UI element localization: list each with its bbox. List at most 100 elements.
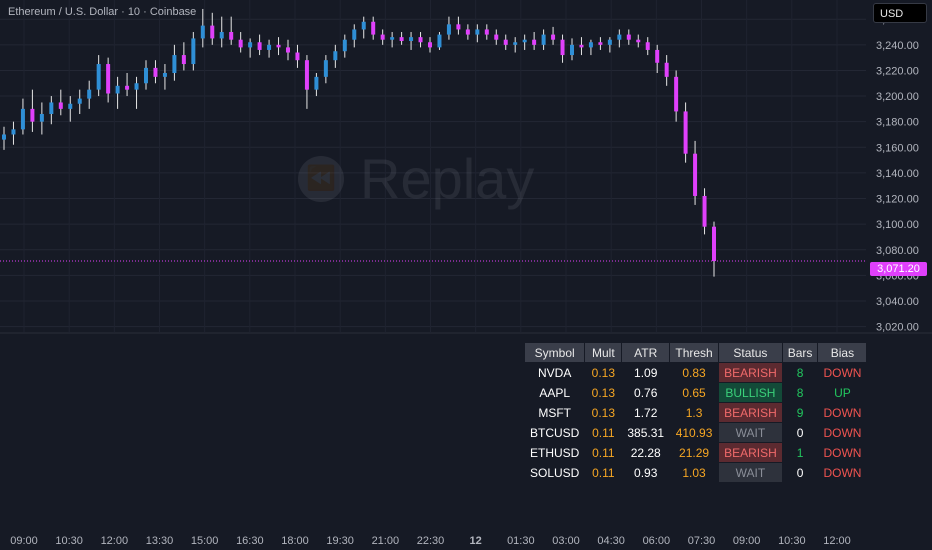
table-row: NVDA 0.13 1.09 0.83 BEARISH 8 DOWN	[523, 362, 868, 383]
cell-status: WAIT	[718, 422, 783, 443]
candle-body	[702, 195, 707, 227]
candle-body	[465, 29, 470, 35]
x-tick-label: 12:00	[101, 535, 129, 547]
y-tick-label: 3,100.00	[876, 219, 919, 231]
y-tick-label: 3,180.00	[876, 117, 919, 129]
candle-body	[664, 62, 669, 77]
candle-body	[87, 89, 92, 99]
cell-thresh: 1.3	[669, 402, 720, 423]
cell-bias: UP	[817, 382, 868, 403]
x-tick-label: 03:00	[552, 535, 580, 547]
cell-atr: 0.93	[621, 462, 671, 483]
cell-symbol: AAPL	[523, 382, 586, 403]
candle-body	[77, 98, 82, 104]
candle-body	[2, 134, 6, 140]
candle-body	[437, 34, 442, 48]
y-tick-label: 3,160.00	[876, 142, 919, 154]
candle-body	[257, 42, 262, 50]
x-tick-label: 06:00	[643, 535, 671, 547]
cell-atr: 22.28	[621, 442, 671, 463]
cell-bars: 0	[781, 422, 819, 443]
candle-body	[636, 39, 641, 43]
cell-bias: DOWN	[817, 442, 868, 463]
candle-body	[172, 55, 177, 74]
cell-mult: 0.13	[584, 382, 623, 403]
candle-body	[693, 153, 698, 196]
cell-thresh: 21.29	[669, 442, 720, 463]
candle-body	[295, 52, 300, 61]
x-tick-label: 16:30	[236, 535, 264, 547]
candle-body	[115, 85, 120, 94]
candle-body	[683, 111, 688, 154]
candle-body	[598, 42, 603, 45]
candle-body	[304, 60, 309, 90]
candle-body	[200, 25, 205, 39]
candle-body	[267, 44, 272, 50]
cell-bias: DOWN	[817, 422, 868, 443]
cell-bars: 0	[781, 462, 819, 483]
cell-symbol: ETHUSD	[523, 442, 586, 463]
candle-body	[522, 39, 527, 43]
cell-symbol: MSFT	[523, 402, 586, 423]
cell-bars: 9	[781, 402, 819, 423]
x-tick-label: 09:00	[733, 535, 761, 547]
y-tick-label: 3,020.00	[876, 322, 919, 334]
candle-body	[674, 76, 679, 112]
candle-body	[219, 32, 224, 39]
cell-symbol: SOLUSD	[523, 462, 586, 483]
candle-body	[712, 226, 716, 262]
candle-body	[106, 64, 111, 94]
candle-body	[248, 42, 253, 48]
cell-bars: 8	[781, 382, 819, 403]
candle-body	[238, 39, 243, 48]
cell-bars: 8	[781, 362, 819, 383]
currency-button[interactable]: USD	[873, 3, 927, 23]
candle-body	[181, 55, 186, 65]
candle-body	[570, 44, 574, 56]
candle-body	[532, 39, 537, 45]
col-header-mult: Mult	[584, 342, 623, 363]
candle-body	[210, 25, 215, 39]
table-row: AAPL 0.13 0.76 0.65 BULLISH 8 UP	[523, 382, 868, 403]
candle-body	[68, 103, 73, 109]
x-tick-label: 09:00	[10, 535, 38, 547]
candle-body	[49, 102, 54, 114]
candle-body	[153, 67, 158, 77]
cell-bias: DOWN	[817, 462, 868, 483]
candle-body	[560, 39, 565, 56]
x-tick-label: 13:30	[146, 535, 174, 547]
candle-body	[30, 108, 35, 122]
x-tick-label: 01:30	[507, 535, 535, 547]
candle-body	[645, 42, 650, 50]
cell-status: BEARISH	[718, 362, 783, 383]
candle-body	[276, 44, 281, 48]
x-tick-label: 10:30	[778, 535, 806, 547]
candle-body	[314, 76, 319, 90]
cell-symbol: NVDA	[523, 362, 586, 383]
candle-body	[626, 34, 631, 40]
table-header-row: Symbol Mult ATR Thresh Status Bars Bias	[523, 342, 868, 363]
chart-title: Ethereum / U.S. Dollar · 10 · Coinbase	[8, 6, 197, 18]
col-header-atr: ATR	[621, 342, 671, 363]
candle-body	[484, 29, 489, 35]
x-tick-label: 07:30	[688, 535, 716, 547]
candle-body	[286, 47, 290, 53]
x-tick-label: 22:30	[417, 535, 445, 547]
cell-status: BULLISH	[718, 382, 783, 403]
candle-body	[333, 51, 338, 61]
candle-body	[125, 85, 130, 90]
col-header-symbol: Symbol	[523, 342, 586, 363]
x-tick-label: 19:30	[326, 535, 354, 547]
cell-bias: DOWN	[817, 402, 868, 423]
table-row: SOLUSD 0.11 0.93 1.03 WAIT 0 DOWN	[523, 462, 868, 483]
x-tick-label: 15:00	[191, 535, 219, 547]
current-price-tag: 3,071.20	[870, 262, 927, 276]
cell-mult: 0.13	[584, 402, 623, 423]
y-tick-label: 3,140.00	[876, 168, 919, 180]
x-tick-label: 18:00	[281, 535, 309, 547]
cell-thresh: 0.83	[669, 362, 720, 383]
y-tick-label: 3,200.00	[876, 91, 919, 103]
cell-status: BEARISH	[718, 442, 783, 463]
candle-body	[541, 34, 546, 45]
